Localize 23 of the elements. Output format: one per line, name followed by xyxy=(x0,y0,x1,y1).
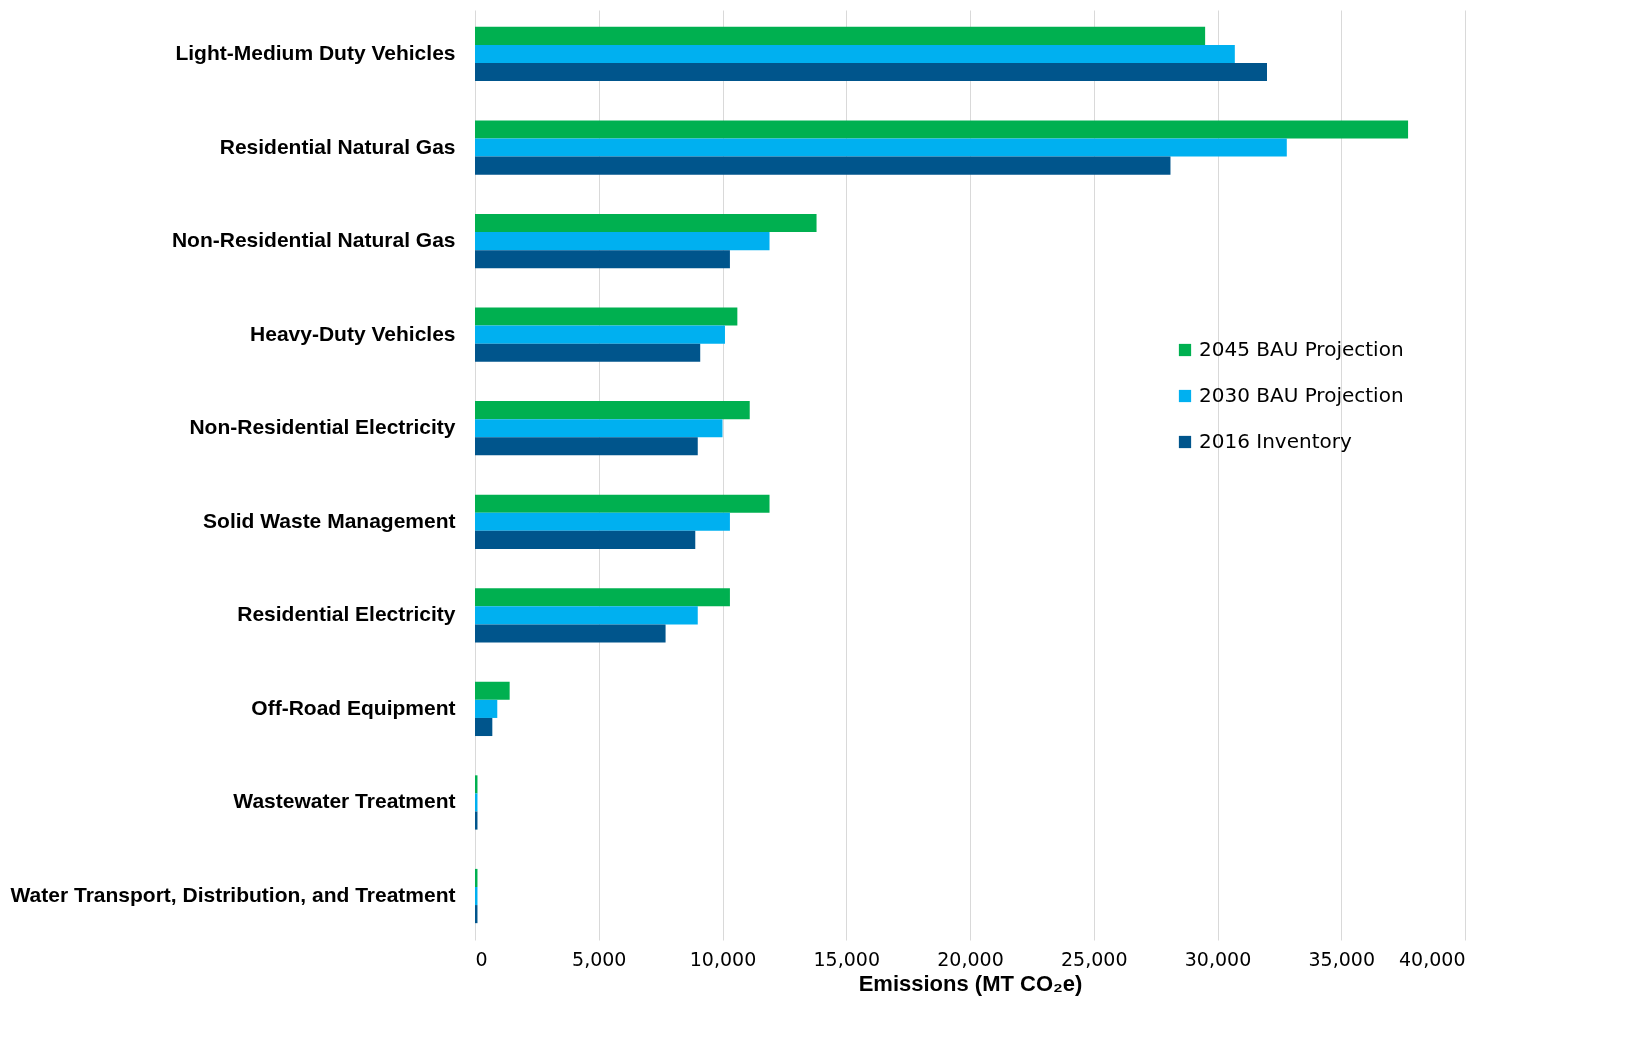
y-tick-label: Wastewater Treatment xyxy=(233,789,456,813)
x-tick-label: 30,000 xyxy=(1184,947,1252,970)
y-tick-label: Residential Electricity xyxy=(237,602,456,626)
x-tick-label: 5,000 xyxy=(572,947,627,970)
x-tick-label: 15,000 xyxy=(813,947,880,970)
y-tick-label: Solid Waste Management xyxy=(203,508,456,532)
x-tick-label: 40,000 xyxy=(1399,947,1466,970)
x-tick-label: 10,000 xyxy=(689,947,757,970)
legend-label: 2016 Inventory xyxy=(1199,429,1352,453)
y-tick-label: Off-Road Equipment xyxy=(251,695,456,719)
y-tick-label: Light-Medium Duty Vehicles xyxy=(175,40,456,64)
x-tick-label: 25,000 xyxy=(1061,947,1128,970)
x-tick-label: 20,000 xyxy=(937,947,1004,970)
x-tick-label: 35,000 xyxy=(1308,947,1375,970)
y-tick-label: Residential Natural Gas xyxy=(219,134,456,158)
x-tick-label: 0 xyxy=(475,947,488,970)
y-tick-label: Water Transport, Distribution, and Treatment xyxy=(10,883,456,907)
legend-label: 2045 BAU Projection xyxy=(1199,337,1404,361)
y-tick-label: Non-Residential Natural Gas xyxy=(171,228,456,252)
legend-label: 2030 BAU Projection xyxy=(1199,383,1404,407)
y-tick-label: Heavy-Duty Vehicles xyxy=(250,321,456,345)
x-axis-title: Emissions (MT CO₂e) xyxy=(858,970,1083,996)
y-tick-label: Non-Residential Electricity xyxy=(189,415,456,439)
